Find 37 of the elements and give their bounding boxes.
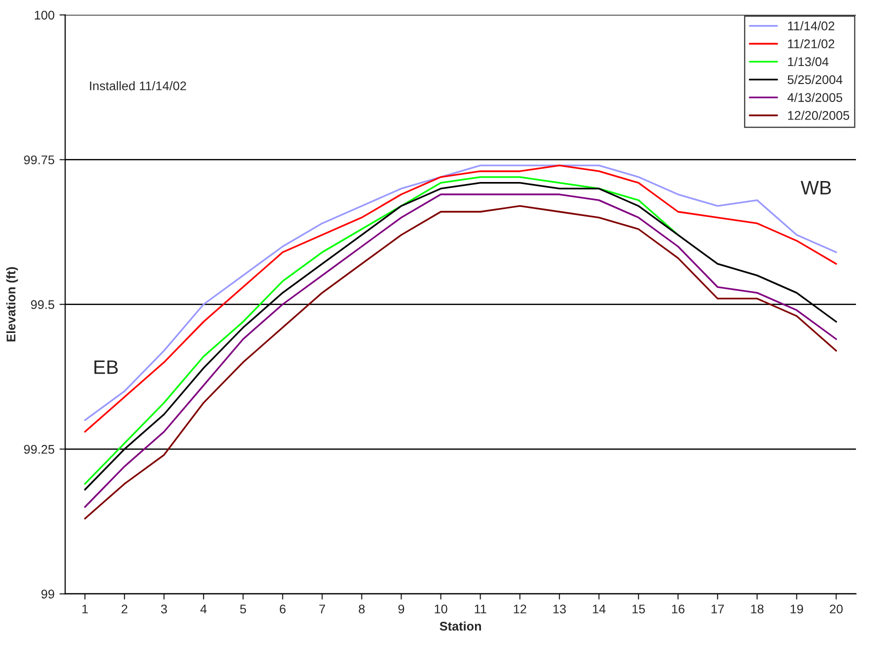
y-tick-label: 99.5 (31, 300, 54, 310)
legend-label: 4/13/2005 (787, 92, 842, 102)
annotation: EB (94, 360, 118, 374)
x-tick-label: 15 (632, 604, 645, 614)
y-axis-title: Elevation (ft) (6, 267, 18, 342)
y-tick-label: 99.75 (24, 155, 54, 164)
x-tick-label: 12 (514, 604, 526, 614)
x-tick-label: 9 (398, 604, 404, 614)
x-tick-label: 6 (280, 604, 286, 614)
x-tick-label: 7 (319, 604, 326, 614)
x-tick-label: 16 (672, 604, 684, 614)
x-tick-label: 1 (82, 604, 88, 614)
x-tick-label: 8 (358, 604, 365, 614)
y-tick-label: 100 (34, 10, 54, 20)
annotation: WB (800, 181, 831, 194)
x-tick-label: 14 (592, 604, 606, 614)
x-tick-label: 18 (751, 604, 764, 614)
x-tick-label: 10 (434, 604, 448, 614)
x-tick-label: 13 (553, 604, 566, 614)
legend-label: 5/25/2004 (788, 74, 842, 84)
legend-label: 11/14/02 (788, 21, 834, 30)
annotation: Installed 11/14/02 (90, 81, 186, 90)
x-tick-label: 2 (122, 604, 128, 614)
legend-label: 12/20/2005 (788, 110, 850, 120)
x-axis-title: Station (440, 621, 481, 631)
y-tick-label: 99.25 (24, 444, 54, 454)
x-tick-label: 19 (790, 604, 804, 614)
x-tick-label: 17 (712, 604, 724, 614)
y-tick-label: 99 (41, 590, 54, 598)
x-tick-label: 5 (240, 604, 246, 614)
legend-label: 1/13/04 (788, 56, 828, 66)
x-tick-label: 11 (474, 604, 486, 614)
x-tick-label: 3 (161, 604, 167, 614)
legend-label: 11/21/02 (788, 39, 834, 48)
x-tick-label: 20 (830, 604, 843, 614)
line-series (84, 176, 679, 485)
x-tick-label: 4 (200, 604, 207, 614)
